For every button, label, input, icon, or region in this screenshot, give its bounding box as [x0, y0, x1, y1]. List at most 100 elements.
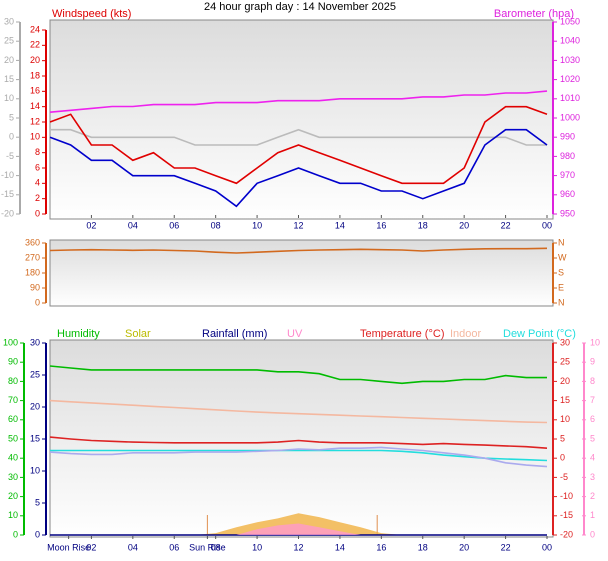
y-tick-label: 90	[30, 282, 40, 292]
title: 24 hour graph day : 14 November 2025	[204, 1, 396, 13]
y-tick-label: 1030	[560, 55, 580, 65]
y-tick-label: -15	[560, 510, 573, 520]
x-tick-label: 18	[418, 220, 428, 230]
y-tick-label: 1000	[560, 112, 580, 122]
y-tick-label: 5	[9, 112, 14, 122]
x-tick-label: 16	[376, 220, 386, 230]
x-tick-label: 20	[459, 220, 469, 230]
legend-entry: Rainfall (mm)	[202, 328, 267, 340]
y-tick-label: 16	[30, 86, 40, 96]
y-tick-label: 360	[25, 237, 40, 247]
y-tick-label: 14	[30, 101, 40, 111]
y-tick-label: 20	[30, 55, 40, 65]
y-tick-label: 9	[590, 357, 595, 367]
y-tick-label: -10	[1, 170, 14, 180]
x-tick-label: 04	[128, 542, 138, 552]
y-tick-label: 10	[590, 337, 600, 347]
y-tick-label: 0	[590, 529, 595, 539]
series-line	[50, 449, 548, 462]
y-tick-label: 6	[590, 414, 595, 424]
x-tick-label: 22	[501, 542, 511, 552]
y-tick-label: 10	[4, 93, 14, 103]
y-tick-label: 20	[560, 376, 570, 386]
legend-entry: Dew Point (°C)	[503, 328, 576, 340]
y-tick-label: 22	[30, 40, 40, 50]
x-tick-label: 16	[376, 542, 386, 552]
y-tick-label: W	[558, 252, 567, 262]
y-tick-label: 270	[25, 252, 40, 262]
y-tick-label: 40	[8, 453, 18, 463]
y-tick-label: 1050	[560, 16, 580, 26]
x-tick-label: 08	[211, 542, 221, 552]
x-tick-label: 18	[418, 542, 428, 552]
series-line	[49, 365, 547, 385]
x-tick-label: Sun Rise	[189, 542, 226, 552]
y-tick-label: 0	[35, 297, 40, 307]
y-tick-label: 3	[590, 472, 595, 482]
y-tick-label: 10	[30, 465, 40, 475]
y-tick-label: -20	[560, 529, 573, 539]
panel-wind	[49, 19, 554, 220]
y-tick-label: 15	[560, 395, 570, 405]
y-tick-label: 8	[590, 376, 595, 386]
y-tick-label: 15	[4, 74, 14, 84]
area	[50, 523, 547, 535]
legend-entry: Solar	[125, 328, 151, 340]
x-tick-label: 02	[86, 542, 96, 552]
y-tick-label: N	[558, 237, 565, 247]
y-tick-label: 7	[590, 395, 595, 405]
x-tick-label: 06	[169, 542, 179, 552]
x-tick-label: 14	[335, 542, 345, 552]
y-tick-label: 960	[560, 189, 575, 199]
series-line	[49, 436, 548, 449]
x-tick-label: 12	[293, 220, 303, 230]
y-tick-label: 25	[560, 357, 570, 367]
y-tick-label: 20	[8, 491, 18, 501]
y-tick-label: 90	[8, 357, 18, 367]
x-tick-label: 10	[252, 542, 262, 552]
y-tick-label: 10	[8, 510, 18, 520]
y-tick-label: 5	[590, 433, 595, 443]
y-tick-label: 10	[560, 414, 570, 424]
y-tick-label: 100	[3, 337, 18, 347]
y-tick-label: 4	[590, 453, 595, 463]
y-tick-label: 980	[560, 151, 575, 161]
y-tick-label: 25	[4, 36, 14, 46]
y-tick-label: -20	[1, 208, 14, 218]
y-tick-label: 8	[35, 147, 40, 157]
x-tick-label: 14	[335, 220, 345, 230]
y-tick-label: 990	[560, 132, 575, 142]
series-line	[49, 105, 548, 185]
legend-entry: Humidity	[57, 328, 100, 340]
y-tick-label: 80	[8, 376, 18, 386]
y-tick-label: 0	[35, 208, 40, 218]
y-tick-label: E	[558, 282, 564, 292]
y-tick-label: 1	[590, 510, 595, 520]
series-line	[49, 128, 548, 208]
y-tick-label: 950	[560, 208, 575, 218]
y-tick-label: 18	[30, 70, 40, 80]
x-tick-label: Moon Rise	[47, 542, 90, 552]
series-line	[49, 90, 548, 113]
x-tick-label: 10	[252, 220, 262, 230]
y-tick-label: 0	[13, 529, 18, 539]
x-tick-label: 02	[86, 220, 96, 230]
series-line	[50, 128, 547, 146]
y-tick-label: 1010	[560, 93, 580, 103]
x-tick-label: 20	[459, 542, 469, 552]
y-tick-label: 70	[8, 395, 18, 405]
y-tick-label: -5	[6, 151, 14, 161]
y-tick-label: 0	[560, 453, 565, 463]
y-tick-label: 20	[30, 401, 40, 411]
x-tick-label: 04	[128, 220, 138, 230]
y-tick-label: 970	[560, 170, 575, 180]
legend-entry: UV	[287, 328, 303, 340]
y-tick-label: 1040	[560, 36, 580, 46]
y-tick-label: 30	[560, 337, 570, 347]
y-tick-label: 15	[30, 433, 40, 443]
series-line	[49, 399, 548, 424]
y-tick-label: -15	[1, 189, 14, 199]
y-tick-label: 4	[35, 178, 40, 188]
y-tick-label: S	[558, 267, 564, 277]
